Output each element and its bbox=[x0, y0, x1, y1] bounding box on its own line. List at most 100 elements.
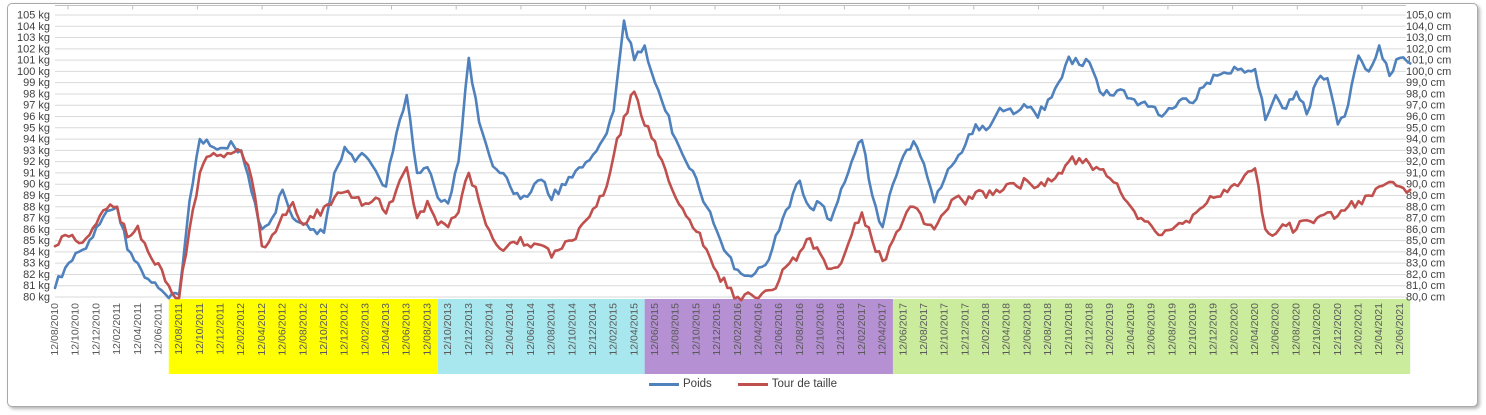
x-axis-label: 12/02/2013 bbox=[359, 303, 371, 356]
x-label-band bbox=[168, 299, 438, 374]
legend-item-poids[interactable]: Poids bbox=[649, 378, 712, 390]
y-axis-left-label: 100 kg bbox=[17, 66, 50, 78]
y-axis-left-label: 94 kg bbox=[23, 134, 50, 146]
x-axis-label: 12/04/2021 bbox=[1373, 303, 1385, 356]
y-axis-right-label: 104,0 cm bbox=[1406, 21, 1451, 33]
x-axis-label: 12/12/2012 bbox=[339, 303, 351, 356]
y-axis-right-label: 94,0 cm bbox=[1406, 134, 1445, 146]
x-axis-label: 12/04/2011 bbox=[132, 303, 144, 355]
y-axis-left-label: 93 kg bbox=[23, 145, 50, 157]
x-axis-label: 12/02/2011 bbox=[111, 303, 123, 355]
x-label-band bbox=[644, 299, 893, 374]
legend-item-tour-de-taille[interactable]: Tour de taille bbox=[737, 378, 837, 390]
x-axis-label: 12/02/2017 bbox=[856, 303, 868, 356]
x-axis-label: 12/08/2015 bbox=[670, 303, 682, 356]
x-axis-label: 12/06/2011 bbox=[152, 303, 164, 355]
y-axis-left-label: 89 kg bbox=[23, 190, 50, 202]
x-axis-label: 12/10/2015 bbox=[690, 303, 702, 356]
series-line-tour-de-taille bbox=[53, 90, 1412, 302]
y-axis-right-label: 85,0 cm bbox=[1406, 235, 1445, 247]
x-axis-label: 12/08/2019 bbox=[1166, 303, 1178, 356]
x-axis-label: 12/08/2016 bbox=[794, 303, 806, 356]
x-axis-label: 12/10/2013 bbox=[442, 303, 454, 356]
y-axis-right-label: 99,0 cm bbox=[1406, 77, 1445, 89]
x-axis-label: 12/10/2019 bbox=[1187, 303, 1199, 356]
y-axis-right-label: 80,0 cm bbox=[1406, 292, 1445, 304]
x-axis-label: 12/10/2011 bbox=[194, 303, 206, 355]
x-axis-label: 12/06/2018 bbox=[1021, 303, 1033, 356]
series-line-poids bbox=[53, 19, 1412, 300]
y-axis-right-label: 90,0 cm bbox=[1406, 179, 1445, 191]
x-axis-label: 12/06/2013 bbox=[401, 303, 413, 356]
y-axis-right-label: 91,0 cm bbox=[1406, 167, 1445, 179]
y-axis-right-label: 95,0 cm bbox=[1406, 122, 1445, 134]
y-axis-left-label: 85 kg bbox=[23, 235, 50, 247]
x-axis-label: 12/06/2021 bbox=[1394, 303, 1406, 356]
y-axis-left-label: 84 kg bbox=[23, 246, 50, 258]
legend-label-poids: Poids bbox=[683, 378, 712, 390]
y-axis-right-label: 105,0 cm bbox=[1406, 10, 1451, 22]
y-axis-left-label: 104 kg bbox=[17, 21, 50, 33]
x-axis-label: 12/08/2018 bbox=[1042, 303, 1054, 356]
x-axis-label: 12/06/2019 bbox=[1146, 303, 1158, 356]
y-axis-right-label: 96,0 cm bbox=[1406, 111, 1445, 123]
tour-de-taille-line-swatch-icon bbox=[737, 382, 768, 386]
x-axis-label: 12/10/2020 bbox=[1311, 303, 1323, 356]
y-axis-right-label: 101,0 cm bbox=[1406, 55, 1451, 67]
x-axis-label: 12/04/2013 bbox=[380, 303, 392, 356]
y-axis-left-label: 90 kg bbox=[23, 179, 50, 191]
x-axis-label: 12/08/2010 bbox=[49, 303, 61, 356]
x-axis-label: 12/12/2011 bbox=[215, 303, 227, 355]
y-axis-left-label: 105 kg bbox=[17, 10, 50, 22]
x-axis-label: 12/10/2010 bbox=[70, 303, 82, 356]
x-axis-label: 12/04/2012 bbox=[256, 303, 268, 356]
y-axis-left-label: 98 kg bbox=[23, 88, 50, 100]
poids-line-swatch-icon bbox=[649, 382, 679, 386]
x-axis-label: 12/12/2015 bbox=[711, 303, 723, 356]
x-axis-label: 12/10/2018 bbox=[1063, 303, 1075, 356]
x-axis-label: 12/10/2017 bbox=[939, 303, 951, 356]
x-axis-label: 12/08/2013 bbox=[421, 303, 433, 356]
x-axis-label: 12/08/2011 bbox=[173, 303, 185, 355]
y-axis-left-label: 83 kg bbox=[23, 258, 50, 270]
y-axis-right-label: 93,0 cm bbox=[1406, 145, 1445, 157]
y-axis-left-label: 96 kg bbox=[23, 111, 50, 123]
y-axis-left-label: 92 kg bbox=[23, 156, 50, 168]
y-axis-right-label: 83,0 cm bbox=[1406, 258, 1445, 270]
x-axis-label: 12/02/2020 bbox=[1228, 303, 1240, 356]
y-axis-right-label: 86,0 cm bbox=[1406, 224, 1445, 236]
x-axis-label: 12/12/2013 bbox=[463, 303, 475, 356]
x-axis-label: 12/08/2020 bbox=[1290, 303, 1302, 356]
x-axis-label: 12/12/2017 bbox=[959, 303, 971, 356]
x-axis-label: 12/04/2015 bbox=[628, 303, 640, 356]
x-label-band bbox=[437, 299, 645, 374]
x-axis-label: 12/06/2014 bbox=[525, 303, 537, 356]
x-axis-label: 12/02/2014 bbox=[483, 303, 495, 356]
y-axis-left-label: 81 kg bbox=[23, 280, 50, 292]
y-axis-right-label: 89,0 cm bbox=[1406, 190, 1445, 202]
x-axis-label: 12/02/2015 bbox=[608, 303, 620, 356]
y-axis-right-label: 97,0 cm bbox=[1406, 100, 1445, 112]
chart-legend: Poids Tour de taille bbox=[0, 378, 1486, 390]
x-axis-label: 12/08/2012 bbox=[297, 303, 309, 356]
x-axis-label: 12/06/2020 bbox=[1270, 303, 1282, 356]
x-axis-label: 12/02/2018 bbox=[980, 303, 992, 356]
x-axis-label: 12/04/2020 bbox=[1249, 303, 1261, 356]
y-axis-left-label: 91 kg bbox=[23, 167, 50, 179]
y-axis-left-label: 103 kg bbox=[17, 32, 50, 44]
y-axis-right-label: 82,0 cm bbox=[1406, 269, 1445, 281]
y-axis-left-label: 88 kg bbox=[23, 201, 50, 213]
y-axis-left-label: 86 kg bbox=[23, 224, 50, 236]
y-axis-right-label: 92,0 cm bbox=[1406, 156, 1445, 168]
y-axis-left-label: 87 kg bbox=[23, 213, 50, 225]
x-axis-label: 12/06/2015 bbox=[649, 303, 661, 356]
x-axis-label: 12/06/2012 bbox=[277, 303, 289, 356]
x-axis-label: 12/04/2014 bbox=[504, 303, 516, 356]
y-axis-right-label: 88,0 cm bbox=[1406, 201, 1445, 213]
x-axis-label: 12/08/2017 bbox=[918, 303, 930, 356]
x-axis-label: 12/10/2016 bbox=[815, 303, 827, 356]
x-axis-label: 12/04/2018 bbox=[1001, 303, 1013, 356]
x-axis-label: 12/02/2021 bbox=[1352, 303, 1364, 356]
y-axis-right-label: 81,0 cm bbox=[1406, 280, 1445, 292]
